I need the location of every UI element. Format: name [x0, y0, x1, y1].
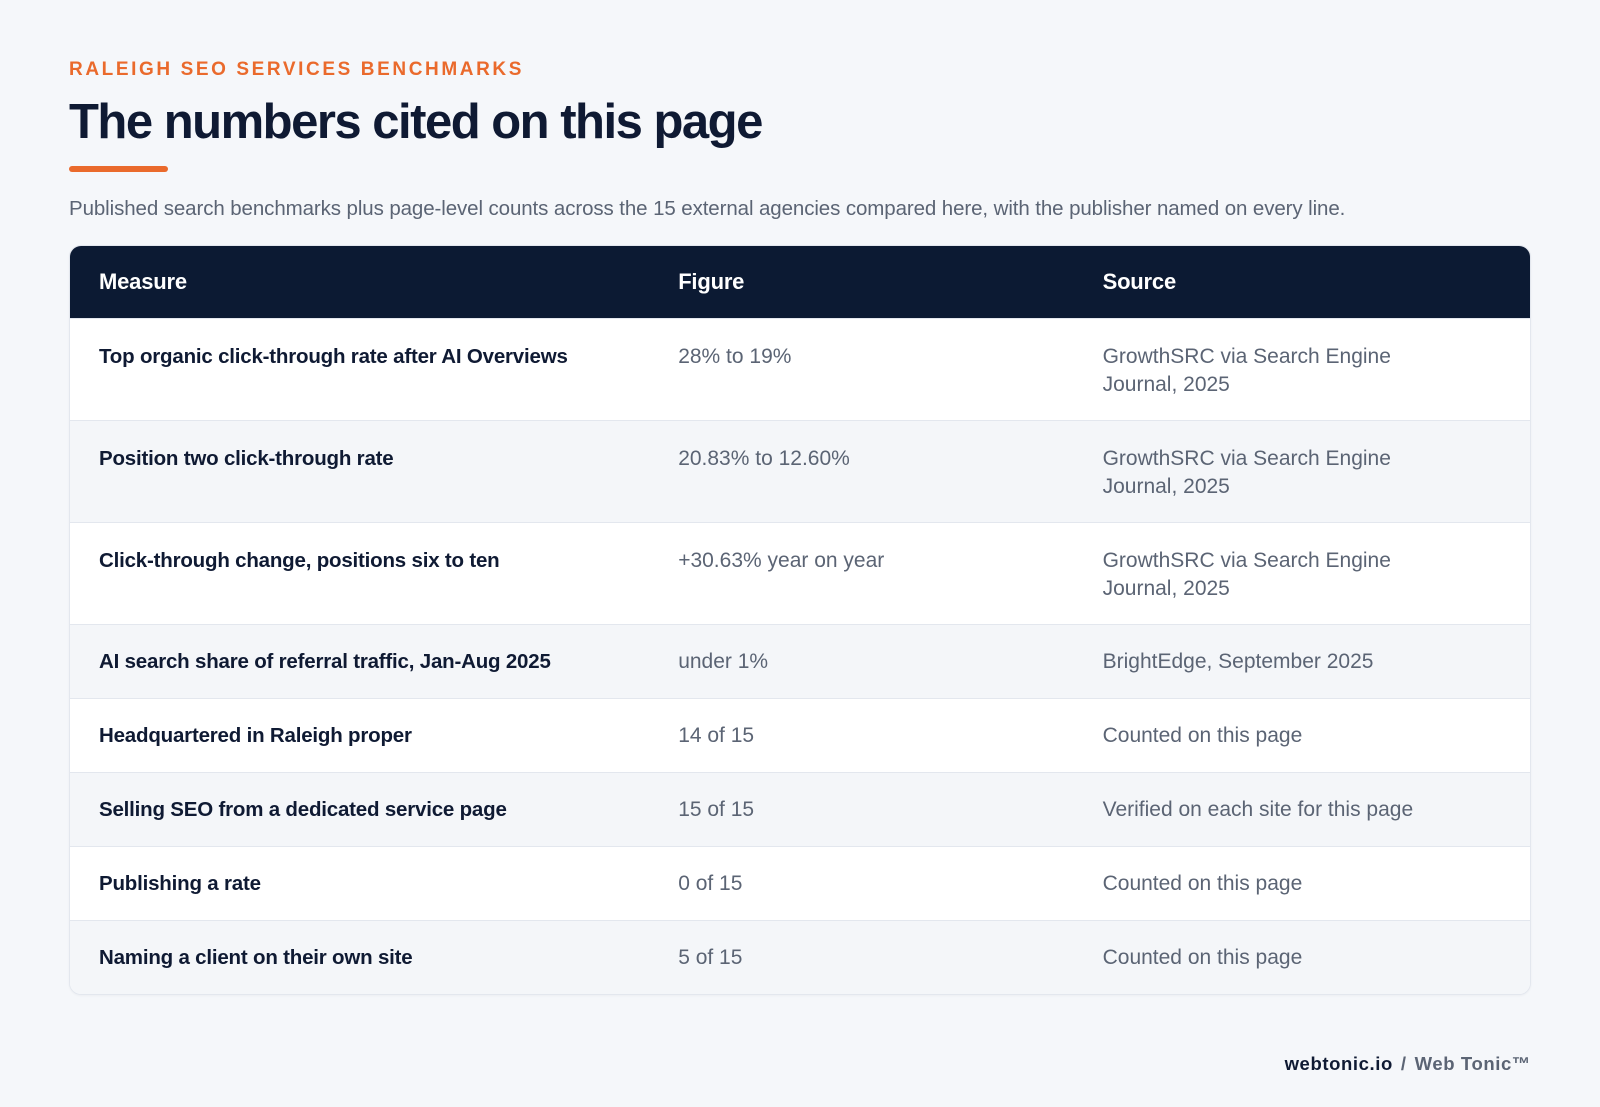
table-header: Measure Figure Source — [70, 246, 1530, 318]
table-row: Publishing a rate 0 of 15 Counted on thi… — [70, 846, 1530, 920]
source-cell: GrowthSRC via Search Engine Journal, 202… — [1103, 343, 1530, 420]
figure-cell: 20.83% to 12.60% — [678, 447, 850, 470]
table-row: Click-through change, positions six to t… — [70, 522, 1530, 624]
source-cell: Verified on each site for this page — [1102, 797, 1414, 821]
column-header-measure: Measure — [99, 269, 187, 294]
measure-cell: Headquartered in Raleigh proper — [99, 723, 412, 747]
figure-cell: 14 of 15 — [678, 723, 755, 747]
measure-cell: Position two click-through rate — [99, 447, 394, 470]
page-subtitle: Published search benchmarks plus page-le… — [69, 197, 1346, 220]
column-header-figure: Figure — [678, 269, 745, 294]
footer-credit: webtonic.io / Web Tonic™ — [1285, 1052, 1531, 1076]
source-cell: Counted on this page — [1102, 723, 1303, 747]
table-row: Top organic click-through rate after AI … — [70, 318, 1530, 420]
figure-cell: 28% to 19% — [678, 345, 792, 368]
eyebrow-label: RALEIGH SEO SERVICES BENCHMARKS — [69, 59, 525, 80]
table-row: Headquartered in Raleigh proper 14 of 15… — [70, 698, 1530, 772]
source-cell: GrowthSRC via Search Engine Journal, 202… — [1103, 547, 1530, 624]
measure-cell: Selling SEO from a dedicated service pag… — [99, 797, 507, 821]
measure-cell: Publishing a rate — [99, 871, 261, 895]
figure-cell: 5 of 15 — [678, 945, 743, 969]
figure-cell: +30.63% year on year — [678, 549, 885, 572]
source-line: GrowthSRC via Search Engine — [1102, 447, 1391, 470]
measure-cell: AI search share of referral traffic, Jan… — [99, 649, 551, 673]
table-row: Position two click-through rate 20.83% t… — [70, 420, 1530, 522]
source-line: Journal, 2025 — [1102, 475, 1230, 498]
figure-cell: 15 of 15 — [678, 797, 755, 821]
measure-cell: Naming a client on their own site — [99, 945, 413, 969]
source-line: GrowthSRC via Search Engine — [1102, 549, 1391, 572]
footer-brand: Web Tonic™ — [1414, 1053, 1531, 1074]
benchmarks-panel: RALEIGH SEO SERVICES BENCHMARKS The numb… — [69, 58, 1531, 995]
source-cell: GrowthSRC via Search Engine Journal, 202… — [1103, 445, 1530, 522]
footer-domain: webtonic.io — [1284, 1053, 1393, 1074]
figure-cell: 0 of 15 — [678, 871, 743, 895]
source-line: GrowthSRC via Search Engine — [1102, 345, 1391, 368]
title-underline — [69, 166, 168, 172]
footer-separator: / — [1400, 1053, 1407, 1074]
source-line: Journal, 2025 — [1102, 577, 1230, 600]
table-row: AI search share of referral traffic, Jan… — [70, 624, 1530, 698]
measure-cell: Top organic click-through rate after AI … — [99, 345, 568, 368]
figure-cell: under 1% — [678, 649, 769, 673]
column-header-source: Source — [1102, 269, 1177, 294]
measure-cell: Click-through change, positions six to t… — [99, 549, 500, 572]
source-cell: BrightEdge, September 2025 — [1102, 649, 1374, 673]
source-cell: Counted on this page — [1102, 871, 1303, 895]
table-row: Naming a client on their own site 5 of 1… — [70, 920, 1530, 994]
benchmarks-table: Measure Figure Source Top organic click-… — [69, 245, 1531, 995]
source-line: Journal, 2025 — [1102, 373, 1230, 396]
table-row: Selling SEO from a dedicated service pag… — [70, 772, 1530, 846]
source-cell: Counted on this page — [1102, 945, 1303, 969]
page-title: The numbers cited on this page — [69, 95, 763, 149]
